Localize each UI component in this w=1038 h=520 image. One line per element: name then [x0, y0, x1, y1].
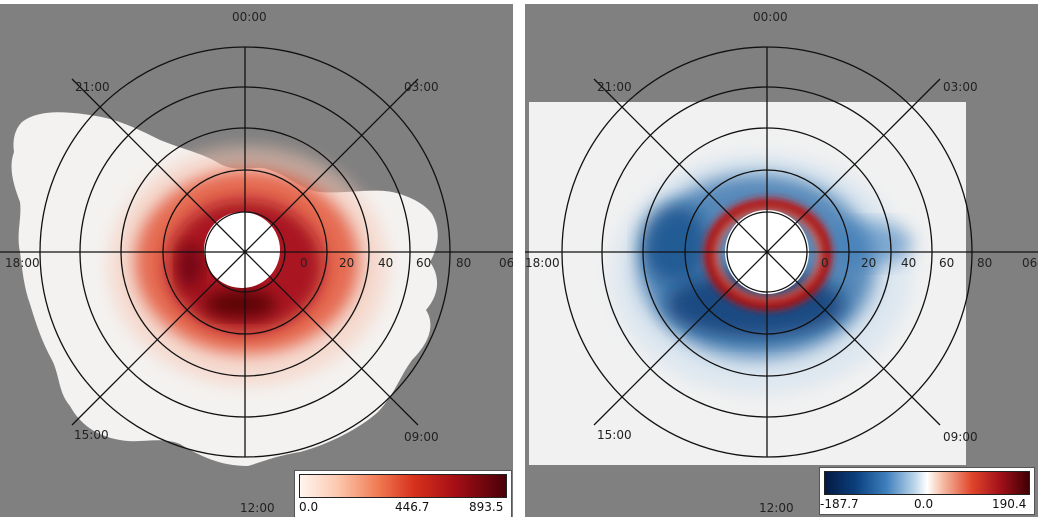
left-polar-map	[0, 46, 513, 467]
left-colorbar-max: 893.5	[469, 500, 504, 514]
right-colorbar-mid: 0.0	[914, 497, 934, 511]
clock-label-right: 06	[499, 256, 513, 270]
clock-label-bottomright: 09:00	[404, 430, 439, 444]
clock-label-bottomleft: 15:00	[597, 428, 632, 442]
right-red-ring-glow	[713, 207, 823, 301]
right-colorbar-min: -187.7	[820, 497, 859, 511]
clock-label-right: 06	[1022, 256, 1038, 270]
clock-label-left: 18:00	[5, 256, 40, 270]
clock-label-topleft: 21:00	[597, 80, 632, 94]
right-blue-deep	[641, 204, 709, 284]
left-colorbar-gradient	[299, 474, 507, 498]
clock-label-topright: 03:00	[404, 80, 439, 94]
right-colorbar: -187.7 0.0 190.4	[819, 467, 1035, 515]
lat-label-40: 40	[378, 256, 394, 270]
lat-label-80: 80	[456, 256, 472, 270]
left-colorbar-mid: 446.7	[395, 500, 430, 514]
right-polar-grid	[525, 46, 1038, 458]
clock-label-bottomleft: 15:00	[74, 428, 109, 442]
clock-label-bottom: 12:00	[759, 501, 794, 515]
lat-label-0: 0	[300, 256, 308, 270]
clock-label-topright: 03:00	[943, 80, 978, 94]
lat-label-60: 60	[416, 256, 432, 270]
lat-label-0: 0	[821, 256, 829, 270]
clock-label-bottom: 12:00	[240, 501, 275, 515]
clock-label-top: 00:00	[753, 10, 788, 24]
lat-label-20: 20	[861, 256, 877, 270]
right-polar-map	[525, 46, 1038, 465]
right-red-ring-dark	[708, 204, 828, 308]
left-colorbar: 0.0 446.7 893.5	[294, 470, 512, 517]
lat-label-40: 40	[901, 256, 917, 270]
right-polar-map-panel: 00:00 03:00 06 09:00 12:00 15:00 18:00 2…	[525, 4, 1038, 517]
lat-label-60: 60	[939, 256, 955, 270]
left-colorbar-min: 0.0	[299, 500, 319, 514]
clock-label-left: 18:00	[525, 256, 560, 270]
right-colorbar-max: 190.4	[992, 497, 1027, 511]
lat-label-80: 80	[977, 256, 993, 270]
lat-label-20: 20	[339, 256, 355, 270]
clock-label-top: 00:00	[232, 10, 267, 24]
left-oval-dark	[178, 244, 202, 288]
left-polar-map-panel: 00:00 03:00 06 09:00 12:00 15:00 18:00 2…	[0, 4, 513, 517]
left-polar-cap	[204, 212, 280, 288]
left-polar-grid	[0, 46, 513, 458]
clock-label-bottomright: 09:00	[943, 430, 978, 444]
right-colorbar-gradient	[824, 471, 1030, 495]
clock-label-topleft: 21:00	[75, 80, 110, 94]
left-oval-dark	[204, 290, 276, 318]
